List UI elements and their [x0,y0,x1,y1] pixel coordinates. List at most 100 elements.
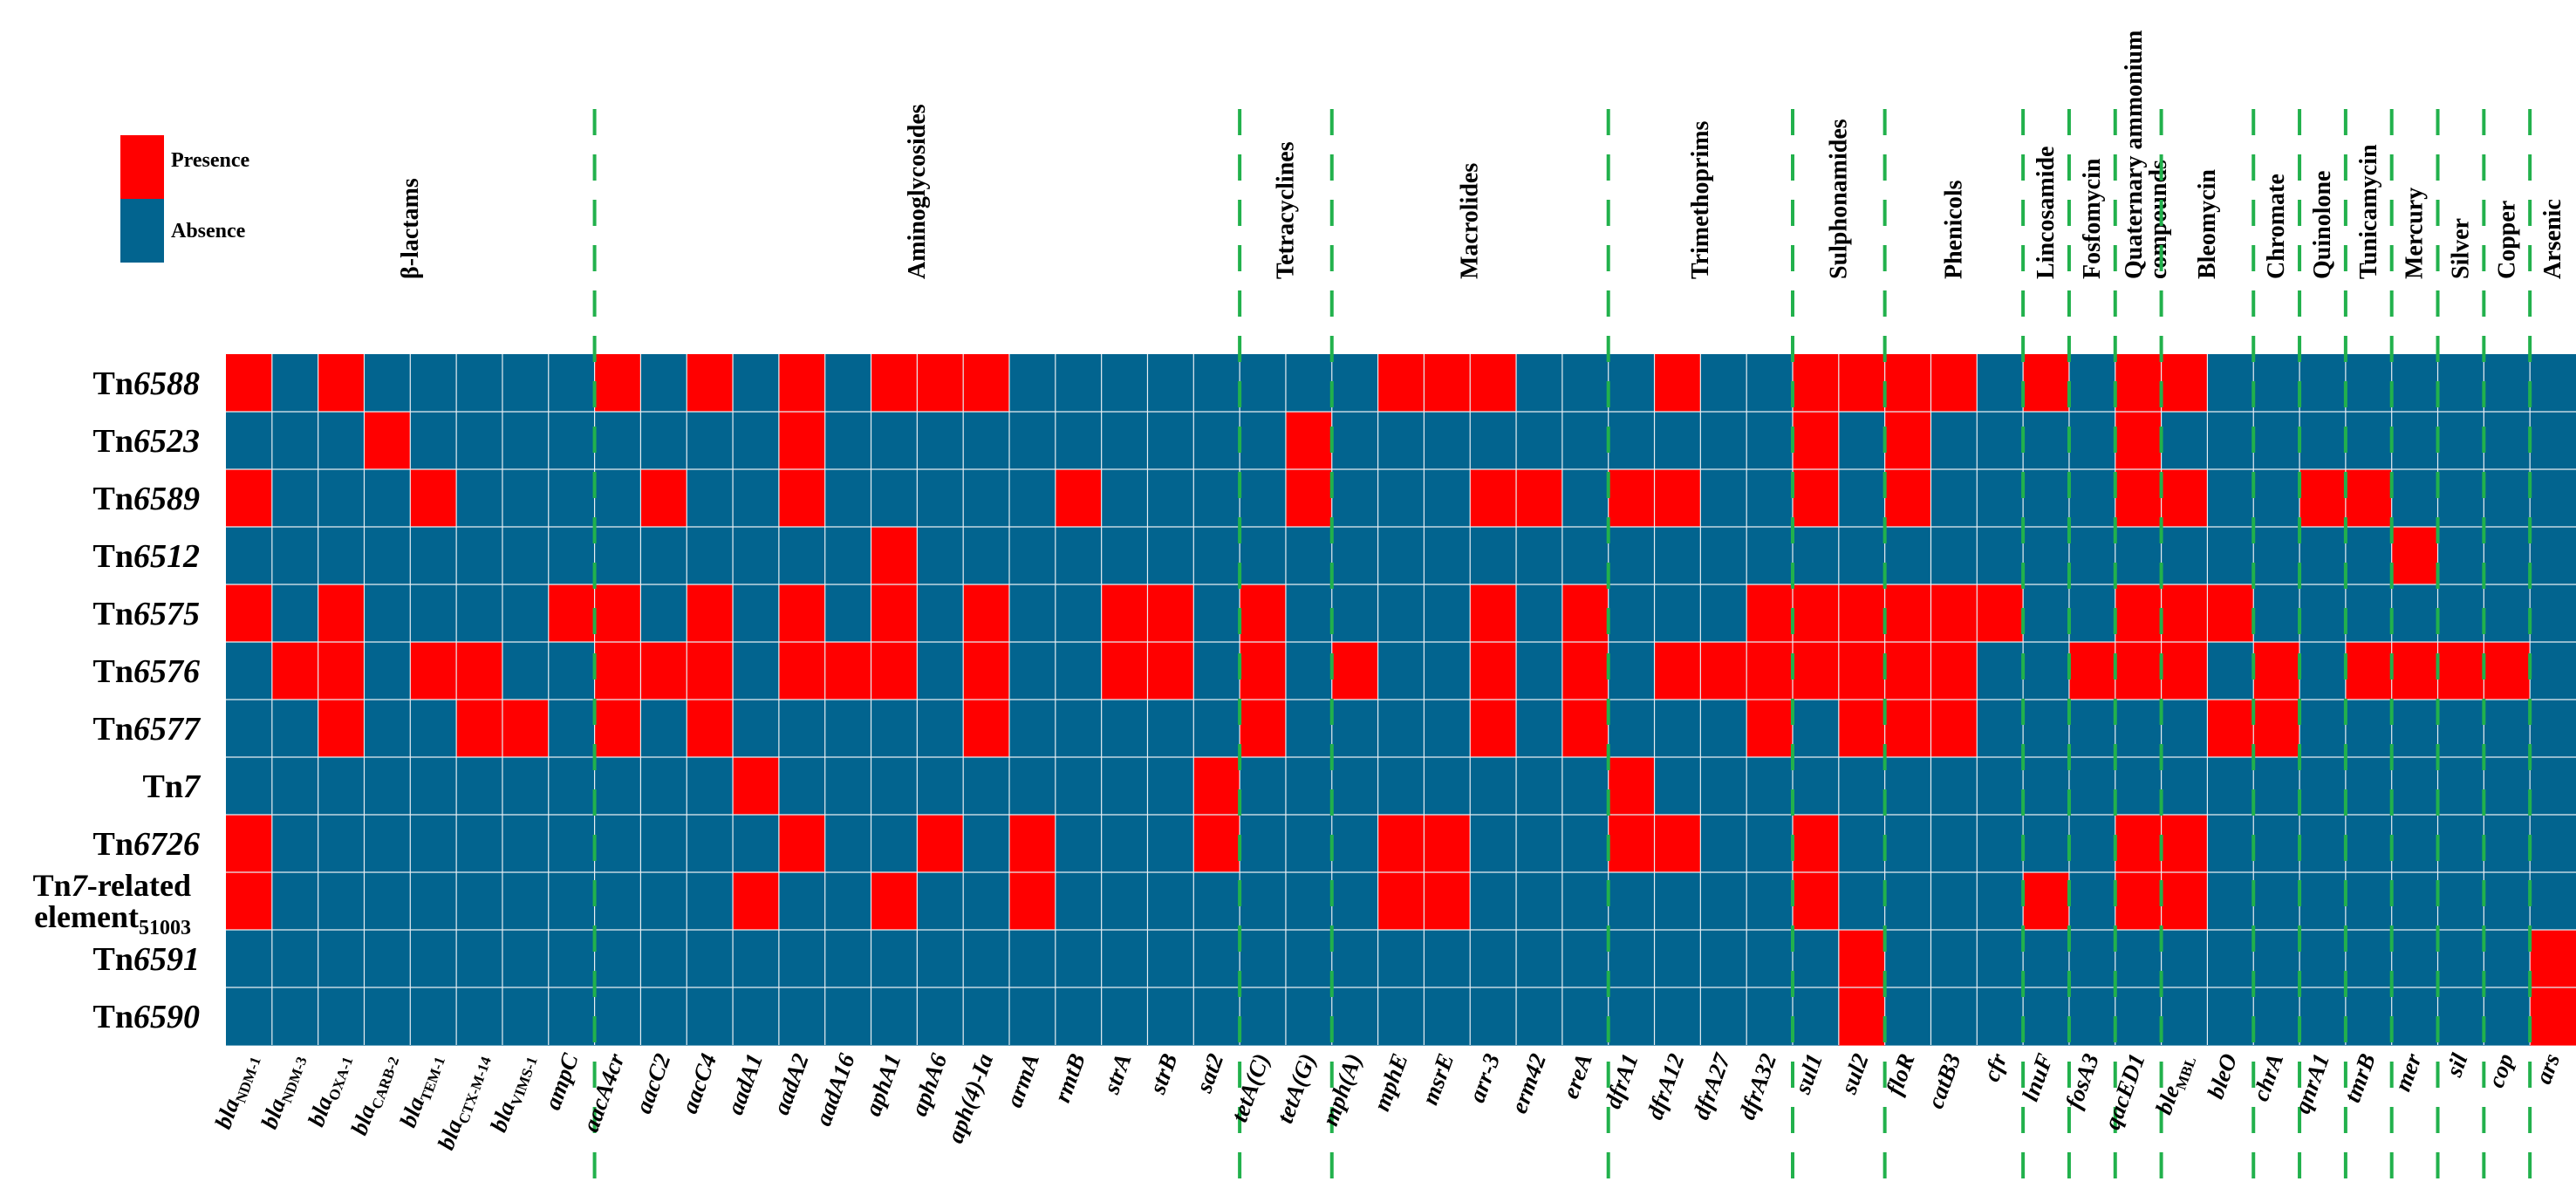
cell-tn6588-blacarb-2 [364,354,411,413]
cell-tn6590-arr-3 [1470,987,1517,1046]
cell-tn6523-blembl [2161,412,2209,470]
category-label-quinolone: Quinolone [2309,171,2336,279]
cell-tn6523-mer [2391,412,2439,470]
cell-tn6576-ampc [548,642,596,700]
cell-tn7-ampc [548,757,596,816]
cell-tn7-bleo [2207,757,2254,816]
cell-tn6523-fosa3 [2068,412,2116,470]
cell-tn6523-blavims-1 [502,412,550,470]
cell-tn6577-blaoxa-1 [318,700,366,758]
cell-tn6726-aph-4-ia [963,815,1010,873]
svg-text:Copper: Copper [2493,201,2520,279]
cell-tn6588-mphe [1377,354,1425,413]
cell-tn6575-msre [1424,584,1471,643]
cell-tn6512-cfr [1977,527,2024,585]
cell-tn6512-blaoxa-1 [318,527,366,585]
cell-tn6576-aada1 [733,642,780,700]
category-label-chromate: Chromate [2263,174,2290,279]
cell-tn6576-flor [1884,642,1932,700]
cell-tn6590-sat2 [1193,987,1240,1046]
cell-tn6589-apha1 [871,469,918,528]
cell-tn6576-arma [1009,642,1056,700]
cell-tn7-related-element51003-flor [1884,872,1932,931]
category-label-copper: Copper [2493,201,2520,279]
cell-tn6575-flor [1884,584,1932,643]
cell-tn6575-dfra12 [1654,584,1701,643]
cell-tn6591-apha1 [871,930,918,988]
gene-label-teta-g: tetA(G) [1272,1050,1321,1127]
cell-tn6523-dfra27 [1700,412,1747,470]
cell-tn6589-aada2 [778,469,826,528]
cell-tn6590-qaced1 [2115,987,2163,1046]
cell-tn6523-msre [1424,412,1471,470]
cell-tn7-related-element51003-qaced1 [2115,872,2163,931]
cell-tn6523-tmrb [2345,412,2393,470]
cell-tn7-related-element51003-mer [2391,872,2439,931]
cell-tn7-erea [1561,757,1609,816]
cell-tn6591-aada16 [824,930,872,988]
cell-tn6512-strb [1147,527,1194,585]
cell-tn6591-blatem-1 [410,930,457,988]
cell-tn7-related-element51003-erm42 [1516,872,1563,931]
cell-tn6588-aaca4cr [594,354,642,413]
cell-tn6726-rmtb [1055,815,1103,873]
cell-tn7-related-element51003-bleo [2207,872,2254,931]
row-label-tn7: Tn7 [143,768,202,805]
svg-text:Silver: Silver [2447,218,2474,279]
cell-tn6591-sil [2437,930,2484,988]
cell-tn6523-bleo [2207,412,2254,470]
gene-label-dfra12: dfrA12 [1642,1050,1690,1123]
cell-tn6576-aada2 [778,642,826,700]
cell-tn6589-aaca4cr [594,469,642,528]
cell-tn6590-blactx-m-14 [456,987,503,1046]
cell-tn7-mer [2391,757,2439,816]
cell-tn6589-ampc [548,469,596,528]
cell-tn7-related-element51003-ampc [548,872,596,931]
cell-tn6590-aaca4cr [594,987,642,1046]
cell-tn6590-blembl [2161,987,2209,1046]
cell-tn7-related-element51003-teta-g [1285,872,1333,931]
cell-tn6575-aaca4cr [594,584,642,643]
cell-tn6589-qnra1 [2299,469,2347,528]
category-label-sulphonamides: Sulphonamides [1825,119,1852,279]
cell-tn6589-sul2 [1838,469,1886,528]
cell-tn6576-teta-c [1240,642,1287,700]
cell-tn6726-mphe [1377,815,1425,873]
svg-text:Tn6575: Tn6575 [93,596,200,632]
gene-label-dfra32: dfrA32 [1733,1050,1781,1123]
cell-tn6588-dfra1 [1608,354,1656,413]
cell-tn6512-flor [1884,527,1932,585]
svg-text:Tn7: Tn7 [143,768,202,805]
cell-tn6512-blandm-1 [226,527,273,585]
svg-text:Tn7-related: Tn7-related [33,868,191,903]
cell-tn6577-dfra1 [1608,700,1656,758]
gene-label-qnra1: qnrA1 [2289,1050,2334,1117]
cell-tn6523-sat2 [1193,412,1240,470]
svg-text:Tn6588: Tn6588 [93,365,200,402]
cell-tn7-dfra1 [1608,757,1656,816]
cell-tn6726-blacarb-2 [364,815,411,873]
cell-tn6512-fosa3 [2068,527,2116,585]
cell-tn6590-dfra32 [1746,987,1794,1046]
cell-tn6576-mphe [1377,642,1425,700]
cell-tn6590-cfr [1977,987,2024,1046]
cell-tn6726-lnuf [2023,815,2070,873]
cell-tn6589-arma [1009,469,1056,528]
gene-label-cfr: cfr [1978,1049,2012,1084]
cell-tn6512-rmtb [1055,527,1103,585]
cell-tn6591-fosa3 [2068,930,2116,988]
cell-tn6726-strb [1147,815,1194,873]
cell-tn6588-aacc4 [687,354,734,413]
cell-tn6576-qaced1 [2115,642,2163,700]
cell-tn7-teta-c [1240,757,1287,816]
cell-tn6590-chra [2253,987,2300,1046]
cell-tn6523-erm42 [1516,412,1563,470]
cell-tn6523-sul1 [1793,412,1840,470]
cell-tn6577-erea [1561,700,1609,758]
cell-tn6726-erea [1561,815,1609,873]
cell-tn7-related-element51003-blacarb-2 [364,872,411,931]
cell-tn6577-apha6 [917,700,964,758]
cell-tn6591-bleo [2207,930,2254,988]
gene-label-arma: armA [1001,1050,1044,1110]
cell-tn6726-blembl [2161,815,2209,873]
